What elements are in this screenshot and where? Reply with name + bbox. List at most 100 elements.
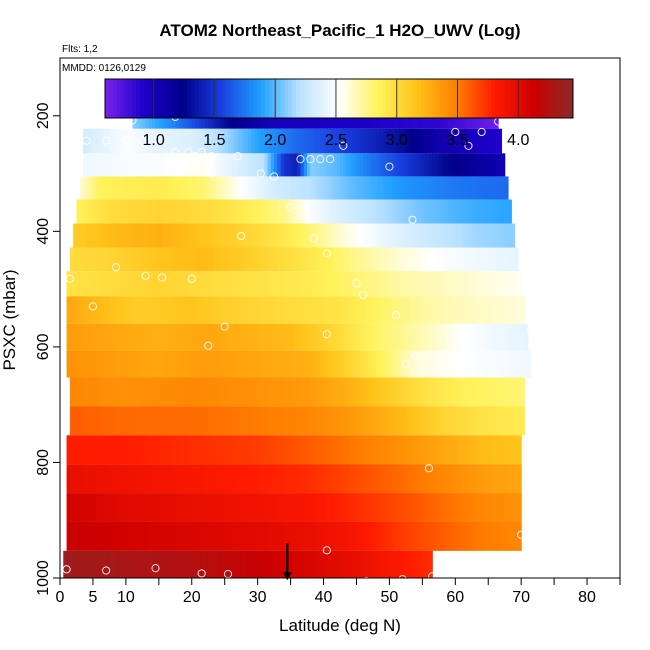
heatmap-cell	[402, 128, 407, 154]
data-point	[398, 575, 407, 584]
heatmap-cell	[152, 153, 157, 177]
heatmap-cell	[356, 323, 361, 351]
heatmap-cell	[224, 464, 229, 494]
heatmap-cell	[178, 550, 183, 578]
heatmap-cell	[208, 406, 213, 436]
data-point	[102, 136, 111, 145]
heatmap-cell	[99, 176, 104, 200]
heatmap-cell	[475, 176, 479, 200]
heatmap-cell	[214, 153, 219, 177]
heatmap-cell	[392, 435, 397, 465]
heatmap-cell	[211, 153, 216, 177]
heatmap-cell	[135, 435, 140, 465]
heatmap-cell	[274, 176, 279, 200]
heatmap-cell	[455, 435, 460, 465]
heatmap-cell	[165, 521, 170, 551]
colorbar-swatch	[510, 79, 515, 118]
heatmap-cell	[313, 350, 318, 378]
x-tick-label: 10	[117, 589, 135, 606]
heatmap-cell	[185, 128, 190, 154]
heatmap-cell	[409, 223, 414, 248]
colorbar-tick-label: 1.5	[203, 132, 225, 149]
heatmap-cell	[425, 296, 430, 324]
heatmap-cell	[280, 550, 285, 578]
heatmap-cell	[172, 128, 176, 154]
heatmap-cell	[139, 323, 143, 351]
heatmap-cell	[307, 323, 311, 351]
heatmap-cell	[69, 521, 74, 551]
heatmap-cell	[435, 323, 440, 351]
heatmap-cell	[254, 350, 259, 378]
heatmap-cell	[185, 550, 190, 578]
heatmap-cell	[303, 464, 308, 494]
heatmap-cell	[237, 223, 242, 248]
heatmap-cell	[422, 271, 427, 297]
heatmap-cell	[333, 128, 338, 154]
heatmap-cell	[158, 350, 163, 378]
heatmap-cell	[181, 223, 186, 248]
heatmap-cell	[376, 350, 381, 378]
colorbar-swatch	[545, 79, 551, 118]
heatmap-cell	[102, 176, 107, 200]
heatmap-cell	[392, 493, 397, 522]
heatmap-cell	[96, 350, 101, 378]
heatmap-cell	[185, 271, 190, 297]
heatmap-cell	[346, 247, 351, 272]
heatmap-cell	[326, 128, 331, 154]
heatmap-cell	[432, 247, 437, 272]
heatmap-cell	[471, 271, 476, 297]
heatmap-cell	[148, 153, 153, 177]
heatmap-cell	[83, 223, 87, 248]
heatmap-cell	[346, 296, 351, 324]
heatmap-cell	[356, 493, 361, 522]
heatmap-cell	[323, 247, 328, 272]
heatmap-cell	[129, 271, 134, 297]
heatmap-cell	[412, 296, 417, 324]
colorbar-swatch	[370, 79, 375, 118]
heatmap-cell	[422, 176, 427, 200]
heatmap-cell	[484, 176, 489, 200]
heatmap-cell	[125, 435, 130, 465]
heatmap-cell	[452, 406, 456, 436]
heatmap-cell	[376, 464, 381, 494]
heatmap-cell	[274, 153, 279, 177]
heatmap-cell	[139, 521, 143, 551]
heatmap-cell	[307, 406, 311, 436]
heatmap-cell	[498, 199, 503, 224]
heatmap-cell	[455, 128, 460, 154]
heatmap-cell	[188, 350, 193, 378]
heatmap-cell	[152, 435, 157, 465]
heatmap-cell	[465, 323, 470, 351]
heatmap-cell	[142, 199, 147, 224]
heatmap-cell	[343, 521, 348, 551]
heatmap-cell	[402, 521, 407, 551]
heatmap-cell	[369, 153, 374, 177]
heatmap-cell	[237, 247, 242, 272]
heatmap-cell	[356, 350, 361, 378]
heatmap-cell	[448, 323, 453, 351]
heatmap-cell	[448, 247, 453, 272]
heatmap-cell	[382, 153, 387, 177]
heatmap-cell	[106, 350, 111, 378]
heatmap-cell	[231, 128, 236, 154]
heatmap-cell	[198, 271, 203, 297]
heatmap-cell	[412, 350, 417, 378]
heatmap-cell	[303, 223, 308, 248]
heatmap-cell	[514, 406, 519, 436]
heatmap-cell	[96, 435, 101, 465]
heatmap-cell	[287, 521, 292, 551]
heatmap-cell	[145, 435, 150, 465]
heatmap-cell	[356, 128, 361, 154]
heatmap-cell	[310, 153, 315, 177]
heatmap-cell	[475, 464, 479, 494]
heatmap-cell	[409, 350, 414, 378]
heatmap-cell	[452, 247, 456, 272]
heatmap-cell	[422, 247, 427, 272]
heatmap-cell	[372, 550, 377, 578]
heatmap-cell	[379, 271, 384, 297]
heatmap-cell	[188, 323, 193, 351]
heatmap-cell	[356, 406, 361, 436]
heatmap-cell	[109, 406, 114, 436]
heatmap-cell	[181, 199, 186, 224]
